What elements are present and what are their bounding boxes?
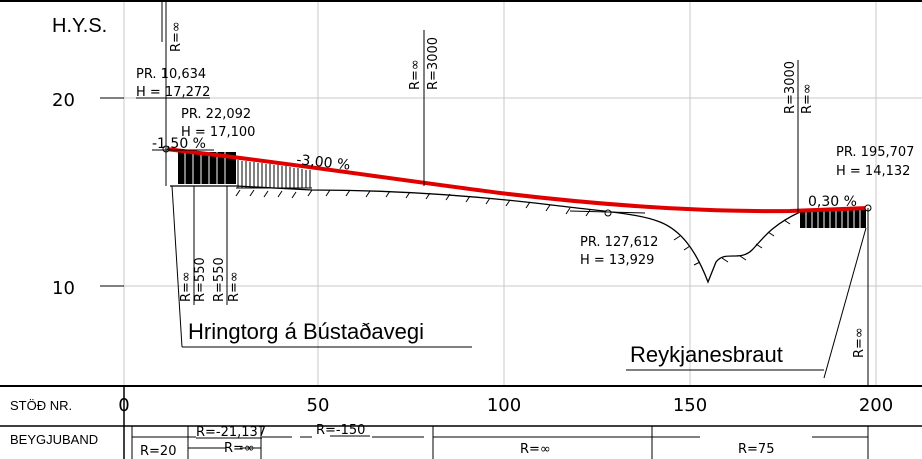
station-row <box>0 385 922 459</box>
hc-label-1: R=∞ <box>179 271 194 302</box>
pr-label-3: PR. 127,612 <box>580 235 658 250</box>
vc-label-6: R=∞ <box>852 327 867 358</box>
grid <box>123 0 922 385</box>
hys-label: H.Y.S. <box>52 15 107 37</box>
vc-label-4: R=3000 <box>783 61 798 114</box>
callout-left-text: Hringtorg á Bústaðavegi <box>188 319 424 344</box>
grade-label-2: -3,00 % <box>296 152 351 174</box>
beygjuband-label-3: R=∞ <box>224 441 255 456</box>
x-tick-150: 150 <box>673 395 707 416</box>
structure-left-hatch <box>236 160 312 189</box>
beygjuband-label-4: R=-150 <box>316 423 365 438</box>
x-tick-0: 0 <box>118 395 129 416</box>
hc-label-3: R=550 <box>212 257 227 302</box>
x-tick-100: 100 <box>487 395 521 416</box>
existing-ground-line <box>170 185 801 284</box>
h-label-2: H = 17,100 <box>181 125 255 140</box>
beygjuband-label-5: R=∞ <box>520 442 551 457</box>
hc-label-2: R=550 <box>193 257 208 302</box>
h-label-4: H = 14,132 <box>836 164 910 179</box>
callout-right-text: Reykjanesbraut <box>630 342 783 367</box>
structure-right <box>800 210 866 228</box>
vc-label-5: R=∞ <box>800 83 815 114</box>
callout-right-leader <box>823 227 867 379</box>
x-tick-200: 200 <box>859 395 893 416</box>
hc-label-4: R=∞ <box>227 271 242 302</box>
vc-label-3: R=3000 <box>426 37 441 90</box>
grade-label-3: 0,30 % <box>808 194 857 210</box>
pr-label-4: PR. 195,707 <box>836 145 914 160</box>
design-grade-line <box>165 147 869 214</box>
y-tick-label-10: 10 <box>52 278 75 299</box>
pvi-point-3 <box>604 209 612 217</box>
beygjuband-lines <box>131 426 869 459</box>
h-label-3: H = 13,929 <box>580 253 654 268</box>
beygjuband-label-6: R=75 <box>738 442 774 457</box>
pr-label-1: PR. 10,634 <box>136 67 206 82</box>
vc-label-2: R=∞ <box>408 59 423 90</box>
pvi-tangent-3 <box>569 210 646 214</box>
pr-label-2: PR. 22,092 <box>181 107 251 122</box>
beygjuband-label-1: R=20 <box>140 444 176 459</box>
ground-hatching <box>235 189 791 266</box>
callout-left-leader <box>171 185 183 348</box>
y-tick-label-20: 20 <box>52 90 75 111</box>
beygjuband-label-2: R=-21,137 <box>196 425 266 440</box>
station-row-label: STÖÐ NR. <box>10 398 72 413</box>
h-label-1: H = 17,272 <box>136 85 210 100</box>
vc-label-1: R=∞ <box>169 21 184 52</box>
x-tick-50: 50 <box>307 395 330 416</box>
beygjuband-row-label: BEYGJUBAND <box>10 432 98 447</box>
grade-label-1: -1,50 % <box>152 136 206 152</box>
